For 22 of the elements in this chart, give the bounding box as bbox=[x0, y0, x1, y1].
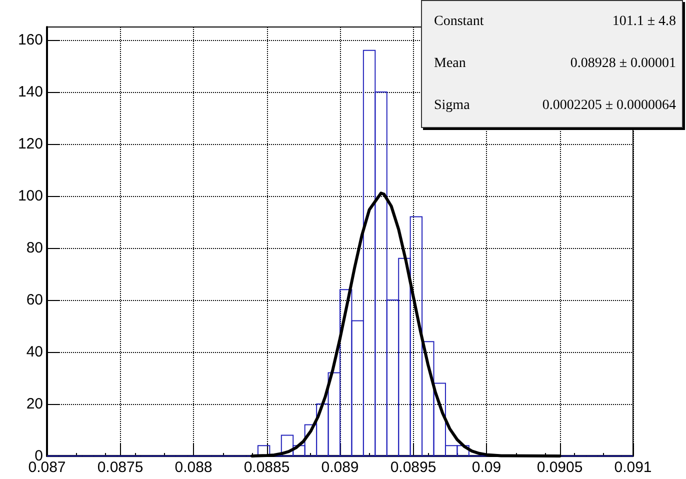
annotation: 0.0002205 ± 0.0000064 bbox=[541, 98, 676, 114]
annotation: 0.08928 ± 0.00001 bbox=[569, 56, 676, 72]
y-tick-label: 100 bbox=[18, 188, 43, 204]
annotation: Constant bbox=[434, 14, 484, 30]
y-tick-label: 20 bbox=[26, 396, 43, 412]
x-tick-label: 0.0895 bbox=[390, 459, 436, 476]
x-tick-label: 0.0885 bbox=[244, 459, 290, 476]
y-tick-label: 140 bbox=[18, 84, 43, 100]
annotation: Mean bbox=[434, 56, 467, 72]
y-tick-label: 160 bbox=[18, 32, 43, 48]
x-tick-label: 0.089 bbox=[321, 459, 359, 476]
y-tick-label: 60 bbox=[26, 292, 43, 308]
x-tick-label: 0.09 bbox=[472, 459, 502, 476]
y-tick-label: 120 bbox=[18, 136, 43, 152]
annotation: 101.1 ± 4.8 bbox=[611, 14, 676, 30]
x-tick-label: 0.088 bbox=[174, 459, 212, 476]
x-tick-label: 0.0875 bbox=[97, 459, 144, 476]
y-tick-label: 40 bbox=[26, 344, 43, 360]
x-tick-label: 0.0905 bbox=[536, 459, 583, 476]
x-tick-label: 0.091 bbox=[614, 459, 652, 476]
annotation: Sigma bbox=[434, 98, 471, 114]
y-tick-label: 80 bbox=[26, 240, 43, 256]
